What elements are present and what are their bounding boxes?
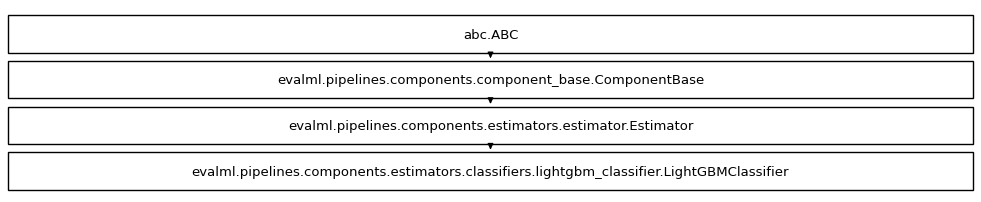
Text: evalml.pipelines.components.estimators.estimator.Estimator: evalml.pipelines.components.estimators.e… bbox=[287, 119, 694, 132]
Text: abc.ABC: abc.ABC bbox=[463, 28, 518, 41]
Text: evalml.pipelines.components.component_base.ComponentBase: evalml.pipelines.components.component_ba… bbox=[277, 74, 704, 87]
Text: evalml.pipelines.components.estimators.classifiers.lightgbm_classifier.LightGBMC: evalml.pipelines.components.estimators.c… bbox=[191, 165, 790, 178]
FancyBboxPatch shape bbox=[8, 16, 973, 54]
FancyBboxPatch shape bbox=[8, 107, 973, 144]
FancyBboxPatch shape bbox=[8, 62, 973, 99]
FancyBboxPatch shape bbox=[8, 153, 973, 190]
